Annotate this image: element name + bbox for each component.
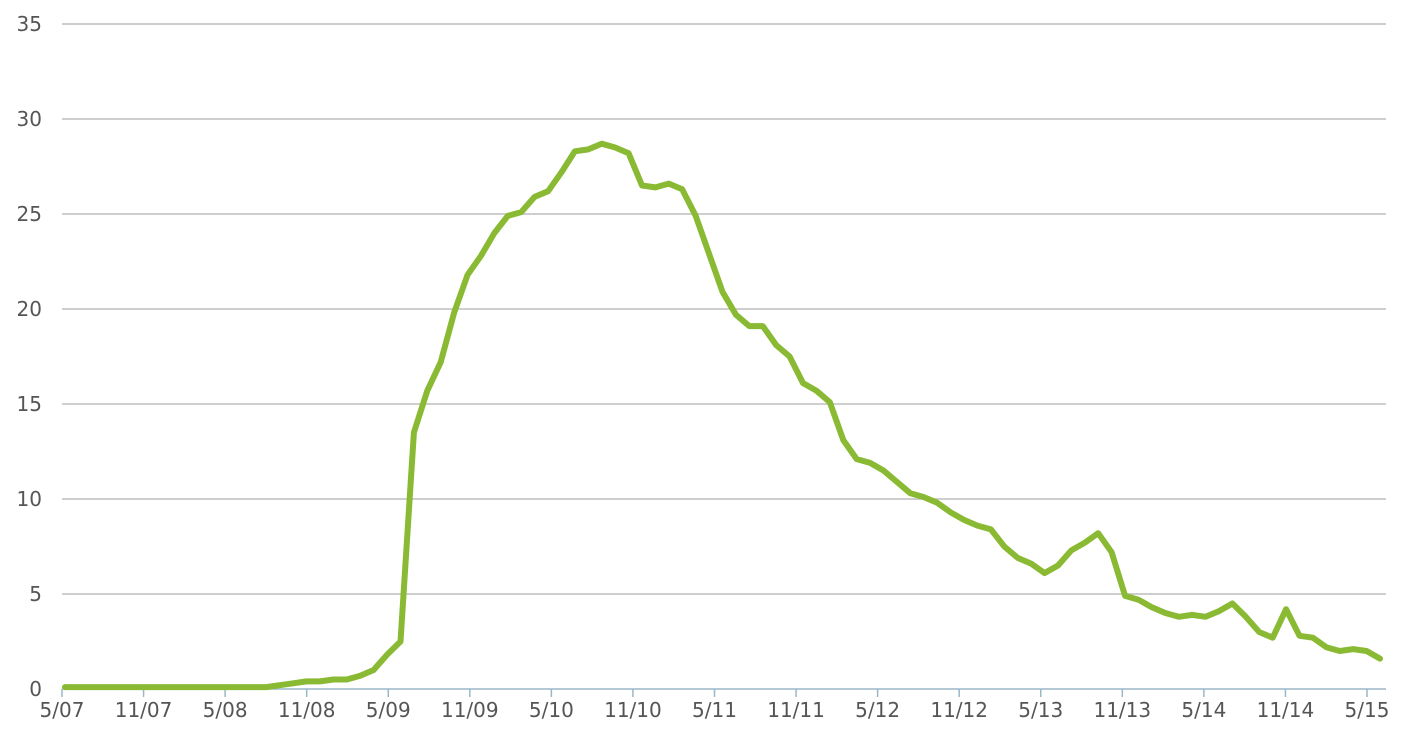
series-line-0: [62, 140, 1383, 691]
x-tick-label: 11/08: [278, 698, 336, 722]
y-tick-label: 10: [17, 487, 42, 511]
y-tick-label: 5: [29, 582, 42, 606]
x-tick-label: 5/12: [855, 698, 900, 722]
x-tick-label: 11/13: [1093, 698, 1151, 722]
x-axis: 5/07 11/07 5/08 11/08 5/09 11/09 5/10 11/10 5/11…: [40, 688, 1390, 722]
y-tick-label: 20: [17, 297, 42, 321]
x-tick-label: 11/07: [115, 698, 173, 722]
x-tick-label: 5/10: [529, 698, 574, 722]
x-tick-label: 11/14: [1257, 698, 1315, 722]
x-tick-label: 11/12: [930, 698, 988, 722]
x-tick-label: 5/07: [40, 698, 85, 722]
x-tick-label: 11/10: [604, 698, 662, 722]
x-tick-label: 5/13: [1018, 698, 1063, 722]
y-axis-tick-labels: 0 5 10 15 20 25 30 35: [17, 12, 42, 701]
x-tick-label: 5/14: [1181, 698, 1226, 722]
x-tick-label: 11/09: [441, 698, 499, 722]
x-tick-label: 5/09: [366, 698, 411, 722]
y-tick-label: 30: [17, 107, 42, 131]
x-tick-label: 11/11: [767, 698, 825, 722]
y-tick-label: 15: [17, 392, 42, 416]
gridlines: [62, 23, 1386, 595]
x-tick-label: 5/11: [692, 698, 737, 722]
x-tick-label: 5/08: [203, 698, 248, 722]
y-tick-label: 35: [17, 12, 42, 36]
x-tick-label: 5/15: [1345, 698, 1390, 722]
series-layer: [62, 140, 1383, 691]
y-tick-label: 0: [29, 677, 42, 701]
y-tick-label: 25: [17, 202, 42, 226]
